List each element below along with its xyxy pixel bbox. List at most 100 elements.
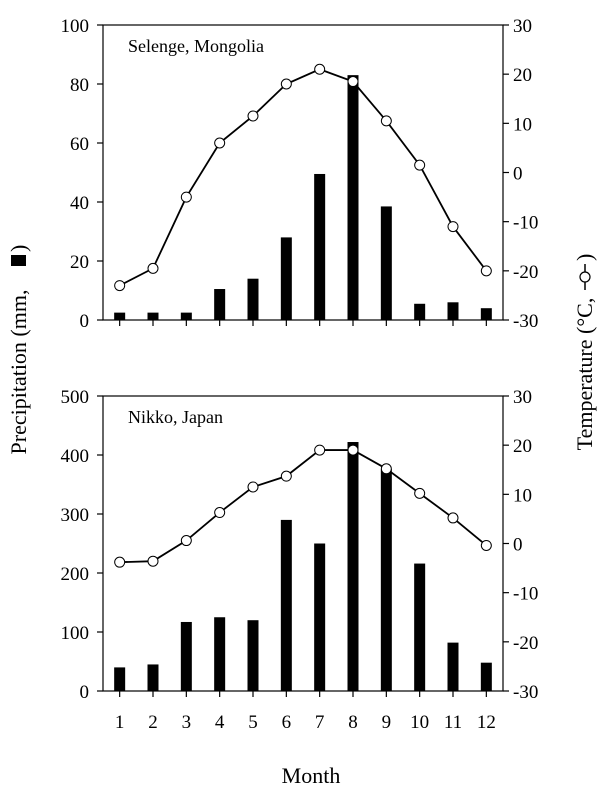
- precip-bar: [214, 289, 226, 320]
- precip-bar: [447, 302, 459, 320]
- x-tick-label: 4: [215, 712, 225, 733]
- left-axis-label-close: ): [6, 245, 31, 252]
- precip-bar: [380, 469, 392, 691]
- right-tick-label: 0: [513, 535, 523, 556]
- left-axis-label: Precipitation (mm,: [6, 290, 31, 455]
- temperature-point: [247, 110, 259, 122]
- x-tick-label: 7: [315, 712, 325, 733]
- precip-bar: [214, 617, 226, 691]
- x-tick-label: 5: [248, 712, 258, 733]
- precip-bar: [314, 543, 326, 691]
- right-tick-label: 20: [513, 436, 532, 457]
- temperature-point: [347, 76, 359, 88]
- temperature-point: [314, 444, 326, 456]
- right-tick-label: 0: [513, 164, 523, 185]
- x-tick-label: 9: [382, 712, 392, 733]
- precip-bar: [414, 303, 426, 320]
- temperature-point: [214, 507, 226, 519]
- temperature-point: [380, 115, 392, 127]
- line-legend-marker: [579, 271, 591, 283]
- temperature-point: [314, 63, 326, 75]
- left-tick-label: 60: [70, 134, 89, 155]
- left-tick-label: 20: [70, 252, 89, 273]
- precip-bar: [147, 664, 159, 691]
- precip-bar: [180, 312, 192, 320]
- plot-frame: [102, 395, 504, 692]
- x-tick-label: 11: [444, 712, 462, 733]
- panel-title: Nikko, Japan: [128, 407, 223, 427]
- precip-bar: [114, 312, 126, 320]
- right-tick-label: 30: [513, 387, 532, 408]
- temperature-line: [119, 68, 488, 287]
- left-tick-label: 80: [70, 75, 89, 96]
- temperature-point: [147, 555, 159, 567]
- left-tick-label: 0: [80, 311, 90, 332]
- right-tick-label: -30: [513, 682, 538, 703]
- temperature-point: [414, 159, 426, 171]
- x-tick-label: 1: [115, 712, 125, 733]
- left-tick-label: 300: [61, 505, 90, 526]
- x-tick-label: 8: [348, 712, 358, 733]
- precip-bar: [280, 519, 292, 691]
- right-tick-label: -10: [513, 584, 538, 605]
- precip-bar: [347, 442, 359, 691]
- precip-bar: [480, 308, 492, 320]
- temperature-point: [380, 463, 392, 475]
- right-axis-label-group: Temperature (°C, ): [572, 254, 597, 451]
- left-tick-label: 40: [70, 193, 89, 214]
- left-tick-label: 200: [61, 564, 90, 585]
- precip-bar: [114, 667, 126, 691]
- right-axis-label: Temperature (°C,: [572, 298, 597, 451]
- precip-bar: [280, 237, 292, 320]
- x-tick-label: 12: [477, 712, 496, 733]
- right-tick-label: -20: [513, 262, 538, 283]
- x-tick-label: 6: [282, 712, 292, 733]
- left-axis-label-group: Precipitation (mm, ): [6, 245, 31, 455]
- left-tick-label: 0: [80, 682, 90, 703]
- x-tick-label: 10: [410, 712, 429, 733]
- left-tick-label: 500: [61, 387, 90, 408]
- temperature-point: [114, 556, 126, 568]
- left-tick-label: 400: [61, 446, 90, 467]
- temperature-point: [480, 265, 492, 277]
- x-axis-label: Month: [282, 763, 341, 787]
- temperature-point: [347, 444, 359, 456]
- precip-bar: [380, 206, 392, 320]
- temperature-point: [480, 539, 492, 551]
- right-tick-label: 10: [513, 485, 532, 506]
- right-tick-label: 20: [513, 65, 532, 86]
- right-tick-label: -30: [513, 311, 538, 332]
- right-tick-label: -10: [513, 213, 538, 234]
- temperature-point: [447, 512, 459, 524]
- precip-bar: [147, 312, 159, 320]
- temperature-point: [280, 78, 292, 90]
- temperature-point: [180, 535, 192, 547]
- right-tick-label: 30: [513, 16, 532, 37]
- temperature-point: [114, 280, 126, 292]
- precip-bar: [347, 75, 359, 321]
- temperature-point: [414, 487, 426, 499]
- temperature-point: [247, 481, 259, 493]
- precip-bar: [480, 662, 492, 691]
- right-tick-label: -20: [513, 633, 538, 654]
- temperature-point: [180, 191, 192, 203]
- bar-legend-swatch: [11, 255, 26, 266]
- temperature-line: [119, 449, 487, 564]
- precip-bar: [447, 642, 459, 691]
- x-tick-label: 3: [182, 712, 192, 733]
- temperature-point: [214, 137, 226, 149]
- temperature-point: [280, 470, 292, 482]
- panel-selenge: 0 20 40 60 80 100 -30 -20 -10 0 10 20 30 Selenge, Mon…: [61, 16, 539, 332]
- x-tick-label: 2: [148, 712, 158, 733]
- left-tick-label: 100: [61, 16, 90, 37]
- precip-bar: [314, 173, 326, 320]
- precip-bar: [180, 621, 192, 691]
- panel-title: Selenge, Mongolia: [128, 36, 264, 56]
- precip-bar: [414, 563, 426, 691]
- left-tick-label: 100: [61, 623, 90, 644]
- right-axis-label-close: ): [572, 254, 597, 261]
- temperature-point: [447, 221, 459, 233]
- plot-frame: [102, 24, 504, 321]
